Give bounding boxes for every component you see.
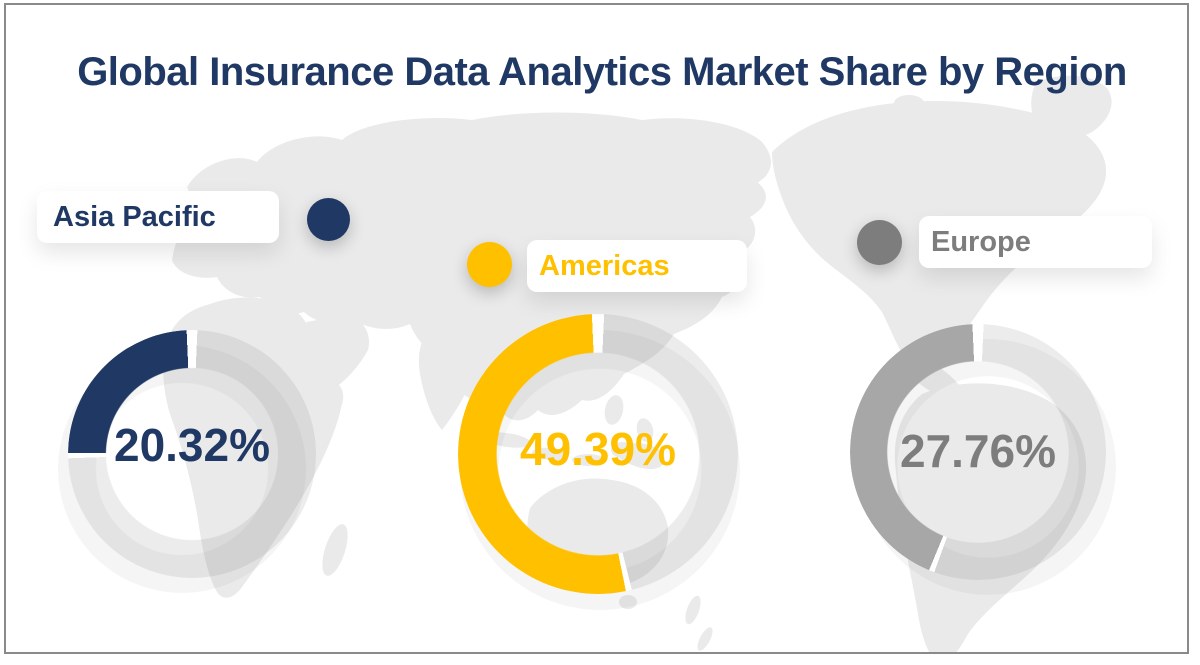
legend-card-asia-pacific: Asia Pacific bbox=[37, 191, 279, 243]
region-india bbox=[418, 330, 477, 430]
island-madagascar bbox=[322, 524, 348, 576]
island-greenland bbox=[1031, 75, 1112, 140]
island-nz-north bbox=[685, 595, 701, 625]
infographic-frame: Global Insurance Data Analytics Market S… bbox=[4, 3, 1189, 654]
island-tasmania bbox=[619, 595, 637, 609]
legend-dot-americas bbox=[467, 242, 512, 287]
value-label-americas: 49.39% bbox=[519, 423, 676, 475]
legend-card-americas: Americas bbox=[527, 240, 747, 292]
legend-dot-europe bbox=[857, 220, 902, 265]
value-label-asia-pacific: 20.32% bbox=[113, 419, 270, 471]
legend-card-europe: Europe bbox=[919, 216, 1152, 268]
legend-label-americas: Americas bbox=[539, 249, 670, 282]
legend-label-asia-pacific: Asia Pacific bbox=[53, 200, 216, 233]
value-label-europe: 27.76% bbox=[899, 425, 1056, 477]
donut-ring-americas bbox=[458, 314, 738, 594]
island-nz-south bbox=[697, 627, 713, 651]
donut-ring-europe bbox=[850, 324, 1106, 580]
donut-ring-asia-pacific bbox=[68, 330, 316, 578]
legend-dot-asia-pacific bbox=[307, 198, 350, 241]
infographic-stage: Global Insurance Data Analytics Market S… bbox=[6, 5, 1187, 652]
legend-label-europe: Europe bbox=[931, 225, 1031, 258]
region-alaska bbox=[692, 149, 770, 194]
chart-title: Global Insurance Data Analytics Market S… bbox=[77, 50, 1127, 94]
